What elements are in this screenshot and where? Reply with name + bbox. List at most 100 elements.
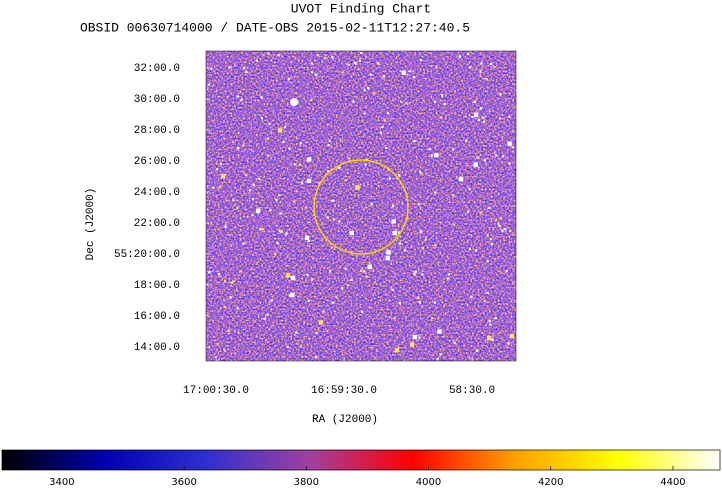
star [328,139,331,142]
star [278,229,281,232]
star [353,61,356,64]
star [311,278,314,281]
star [451,193,454,196]
star [391,288,395,291]
star [349,230,354,236]
star [434,100,437,103]
star [300,181,304,184]
star [269,209,272,212]
star [466,210,470,213]
star [360,269,363,273]
star [465,139,468,142]
y-tick-label: 24:00.0 [134,187,180,199]
y-tick-label: 28:00.0 [134,125,180,137]
star [482,116,485,119]
star [414,270,418,273]
star [341,287,344,290]
star [255,208,261,213]
star [346,284,349,287]
y-tick-label: 18:00.0 [134,280,180,292]
star [332,199,335,202]
star [498,224,501,227]
star [280,230,283,233]
star [504,227,507,230]
y-tick-label: 14:00.0 [134,342,180,354]
star [453,341,456,344]
star [332,218,335,221]
star [485,78,488,81]
star [293,200,296,203]
star [486,259,489,263]
star [486,234,489,237]
star [335,295,338,298]
star [377,62,380,65]
star [397,231,401,234]
star [327,143,330,147]
star [489,323,492,326]
star [315,73,318,76]
star [468,188,471,191]
star [419,230,422,233]
star [507,342,510,345]
star [290,275,296,281]
star [431,316,434,320]
star [268,122,271,126]
star [489,62,493,65]
star [236,95,239,98]
star [479,211,482,214]
star [436,357,439,360]
star [498,117,502,120]
star [285,232,288,235]
star [482,120,485,123]
star [352,100,355,103]
star [386,112,390,115]
star [439,116,442,119]
y-tick-label: 55:20:00.0 [114,249,180,261]
star [474,249,478,252]
star [479,70,482,73]
star [307,299,310,302]
star [437,329,442,334]
star [398,174,401,177]
star [441,94,444,97]
star [290,292,295,298]
star [318,320,324,325]
star [509,333,515,339]
star [237,146,240,149]
star [471,115,474,119]
star [217,273,220,276]
star [480,62,483,65]
star [322,310,325,313]
star [307,239,310,243]
star [306,157,312,162]
star [216,342,219,345]
star [458,55,461,58]
star [388,177,391,180]
y-tick-label: 30:00.0 [134,94,180,106]
star [479,107,483,110]
star [476,156,479,159]
star [228,66,231,69]
star [393,317,396,320]
star [430,154,433,157]
star [386,250,391,255]
colorbar-tick-label: 4000 [416,477,441,488]
star [405,102,408,105]
star [263,317,266,320]
star [350,278,353,281]
colorbar-tick-label: 3600 [171,477,196,488]
star [468,66,472,69]
star [418,170,422,173]
star [391,204,395,207]
star [501,229,504,232]
star [358,59,362,62]
star [288,294,291,297]
star [223,279,227,282]
star [341,71,344,74]
star [298,163,302,166]
star [212,186,215,189]
star [232,199,235,202]
star [363,270,366,273]
star [258,228,262,231]
star [219,162,222,165]
